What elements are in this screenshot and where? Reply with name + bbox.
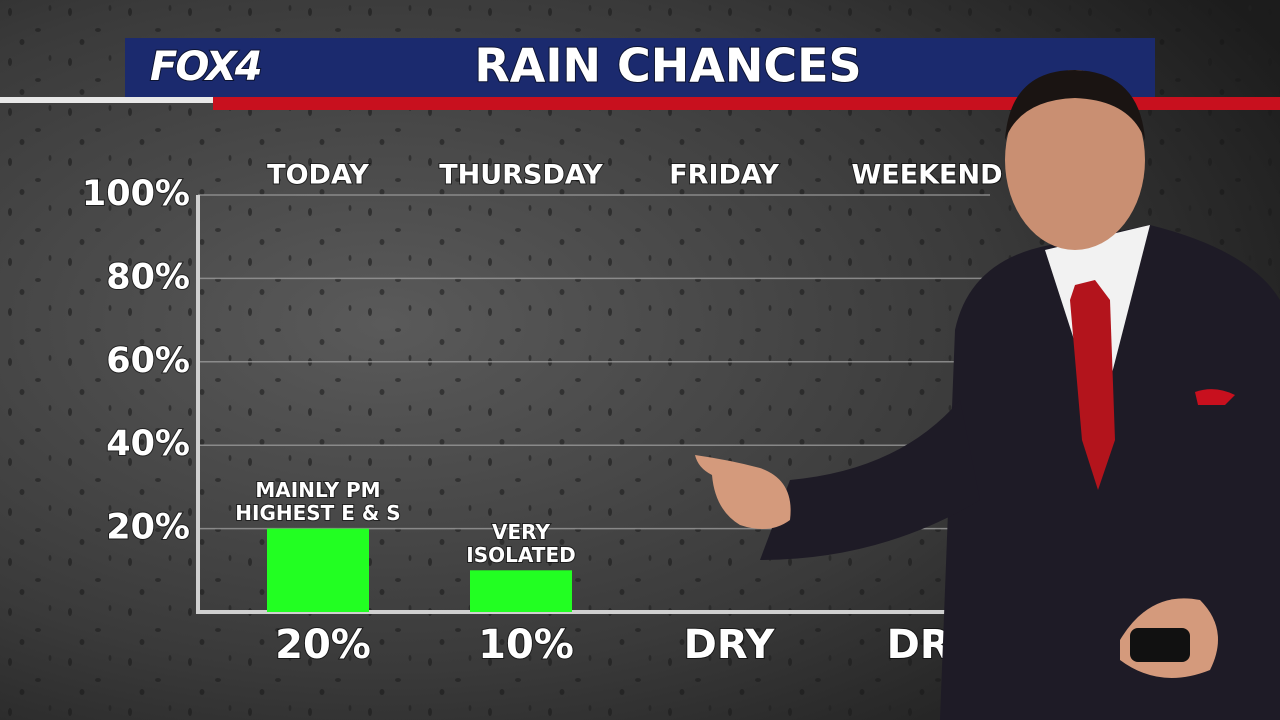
presenter-hand bbox=[695, 455, 791, 529]
plot: 20% 40% 60% 80% 100% TODAY 20% MAINLY PMHIGHEST… bbox=[81, 159, 1004, 670]
header-bar bbox=[125, 38, 1155, 97]
category-label: FRIDAY bbox=[669, 160, 779, 191]
clicker bbox=[1130, 628, 1190, 662]
value-label: 10% bbox=[478, 622, 574, 668]
bar bbox=[470, 570, 572, 612]
y-tick-label: 100% bbox=[82, 174, 190, 214]
y-tick-label: 60% bbox=[106, 341, 190, 381]
bar bbox=[267, 528, 369, 612]
y-tick-label: 80% bbox=[106, 257, 190, 297]
bar-annotation: MAINLY PM bbox=[255, 478, 380, 502]
value-label: DRY bbox=[684, 622, 776, 668]
presenter-hair bbox=[1005, 70, 1145, 140]
presenter-arm bbox=[760, 400, 980, 560]
y-tick-label: 20% bbox=[106, 508, 190, 548]
value-label: 20% bbox=[275, 622, 371, 668]
bar-annotation: ISOLATED bbox=[466, 543, 575, 567]
presenter-suit bbox=[940, 225, 1280, 720]
pocket-square bbox=[1195, 389, 1235, 405]
chart-title: RAIN CHANCES bbox=[474, 39, 861, 93]
presenter-head bbox=[1005, 70, 1145, 250]
y-tick-label: 40% bbox=[106, 424, 190, 464]
bar-annotation: VERY bbox=[492, 520, 550, 544]
presenter bbox=[695, 70, 1280, 720]
category-label: WEEKEND bbox=[851, 160, 1002, 191]
bar-annotation: HIGHEST E & S bbox=[235, 501, 400, 525]
presenter-tie bbox=[1070, 280, 1115, 490]
logo: FOX4 bbox=[150, 44, 261, 90]
category-label: TODAY bbox=[267, 160, 369, 191]
category-label: THURSDAY bbox=[439, 160, 603, 191]
header-white-stripe bbox=[0, 97, 213, 103]
